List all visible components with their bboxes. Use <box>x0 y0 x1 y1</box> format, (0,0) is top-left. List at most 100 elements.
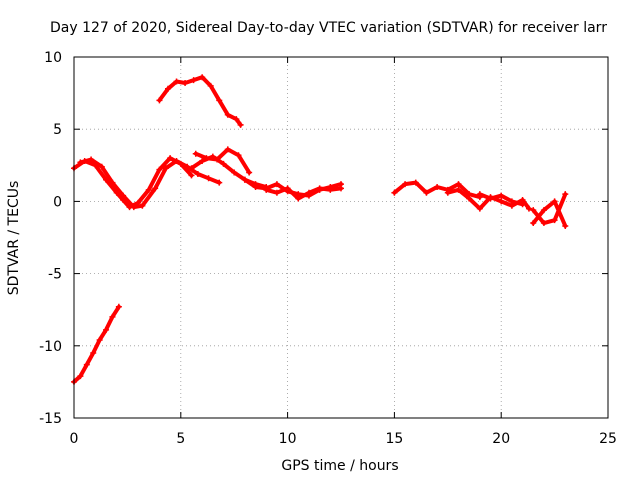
series-arc-g <box>263 185 344 202</box>
data-point <box>152 185 159 192</box>
series-trace <box>78 157 222 210</box>
data-point <box>498 192 505 199</box>
data-point <box>167 155 174 162</box>
data-point <box>273 189 280 196</box>
data-point <box>224 146 231 153</box>
data-point <box>207 82 214 89</box>
data-point <box>252 183 259 190</box>
data-point <box>182 79 189 86</box>
data-point <box>530 220 537 227</box>
data-point <box>83 361 90 368</box>
x-tick-label: 15 <box>385 431 403 447</box>
data-point <box>525 205 532 212</box>
data-point <box>530 207 537 214</box>
series-arc-m <box>71 303 122 385</box>
data-point <box>295 195 302 202</box>
data-point <box>199 157 206 164</box>
data-point <box>487 195 494 202</box>
data-point <box>540 220 547 227</box>
x-tick-label: 20 <box>492 431 510 447</box>
data-point <box>233 116 240 123</box>
x-tick-label: 5 <box>176 431 185 447</box>
series-arc-l <box>530 198 569 229</box>
data-point <box>423 189 430 196</box>
series-arc-b <box>77 156 223 211</box>
axis-ticks: 0 5 10 15 20 25 -15 -10 -5 0 5 10 <box>39 50 617 447</box>
data-point <box>562 222 569 229</box>
data-point <box>96 337 103 344</box>
data-point <box>235 152 242 159</box>
data-point <box>164 85 171 92</box>
data-point <box>562 191 569 198</box>
data-point <box>188 165 195 172</box>
series-trace <box>72 304 121 384</box>
data-point <box>476 191 483 198</box>
data-point <box>231 169 238 176</box>
data-points <box>71 74 569 385</box>
data-point <box>103 326 110 333</box>
data-point <box>327 186 334 193</box>
x-tick-label: 25 <box>599 431 617 447</box>
data-point <box>90 350 97 357</box>
data-point <box>109 179 116 186</box>
data-point <box>192 150 199 157</box>
data-point <box>402 181 409 188</box>
data-point <box>551 217 558 224</box>
data-point <box>77 373 84 380</box>
data-point <box>444 189 451 196</box>
data-point <box>455 181 462 188</box>
y-tick-label: -5 <box>48 267 62 283</box>
y-tick-label: -10 <box>39 339 62 355</box>
data-point <box>241 176 248 183</box>
series-arc-h <box>391 179 483 201</box>
data-point <box>224 111 231 118</box>
data-point <box>498 198 505 205</box>
data-point <box>190 77 197 84</box>
data-point <box>209 153 216 160</box>
y-tick-label: 10 <box>44 50 62 66</box>
data-point <box>391 189 398 196</box>
series-arc-e <box>188 153 270 190</box>
data-point <box>162 165 169 172</box>
data-point <box>455 186 462 193</box>
data-point <box>551 198 558 205</box>
y-tick-label: 5 <box>53 122 62 138</box>
plot-frame <box>73 56 609 419</box>
data-point <box>338 185 344 192</box>
data-point <box>246 169 253 176</box>
data-point <box>130 204 137 211</box>
data-point <box>145 186 152 193</box>
data-point <box>184 163 191 170</box>
data-point <box>519 201 526 208</box>
x-tick-label: 0 <box>70 431 79 447</box>
grid <box>74 57 608 418</box>
data-point <box>120 192 127 199</box>
data-point <box>205 175 212 182</box>
data-point <box>156 97 163 104</box>
data-point <box>77 159 84 166</box>
data-point <box>194 170 201 177</box>
data-point <box>156 166 163 173</box>
data-point <box>220 160 227 167</box>
data-point <box>173 78 180 85</box>
data-point <box>188 172 195 179</box>
series-trace <box>531 199 568 228</box>
data-point <box>88 156 95 163</box>
data-point <box>173 157 180 164</box>
data-point <box>103 176 110 183</box>
data-point <box>139 202 146 209</box>
y-tick-label: -15 <box>39 411 62 427</box>
x-axis-label: GPS time / hours <box>281 458 398 474</box>
data-point <box>305 189 312 196</box>
series-trace <box>72 156 194 210</box>
data-point <box>273 181 280 188</box>
data-point <box>466 195 473 202</box>
series-arc-c <box>156 74 244 128</box>
data-point <box>237 121 244 128</box>
data-point <box>216 97 223 104</box>
data-point <box>284 185 291 192</box>
data-point <box>412 179 419 186</box>
x-tick-label: 10 <box>279 431 297 447</box>
